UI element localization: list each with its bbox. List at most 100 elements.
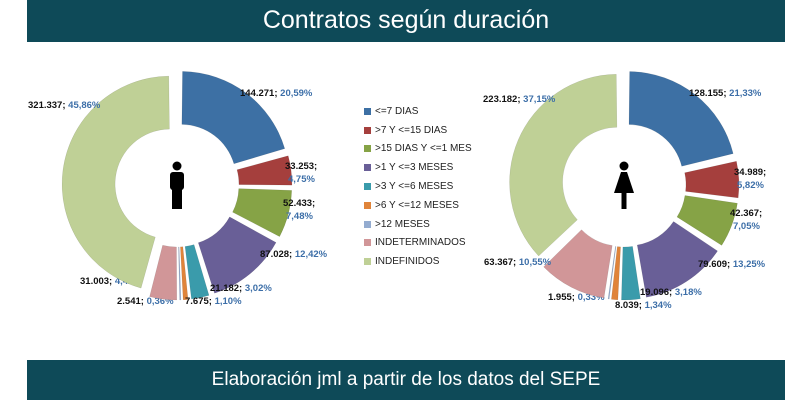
data-label: 21.182; 3,02% bbox=[210, 283, 272, 294]
footer-bar: Elaboración jml a partir de los datos de… bbox=[27, 360, 785, 400]
data-label-pct: 20,59% bbox=[280, 88, 313, 99]
data-label-value: 128.155; bbox=[689, 88, 729, 99]
legend-label: >7 Y <=15 DIAS bbox=[375, 124, 448, 136]
legend-item: INDEFINIDOS bbox=[364, 252, 472, 271]
data-label-value: 34.989; bbox=[734, 167, 766, 178]
legend-label: INDETERMINADOS bbox=[375, 237, 466, 249]
data-label-pct: 45,86% bbox=[68, 100, 101, 111]
chart-legend: <=7 DIAS >7 Y <=15 DIAS >15 DIAS Y <=1 MES… bbox=[364, 102, 472, 271]
data-label-pct: 37,15% bbox=[523, 94, 556, 105]
donut-slice bbox=[178, 246, 182, 301]
data-label-pct: 3,02% bbox=[245, 283, 272, 294]
data-label-value: 52.433; bbox=[283, 198, 315, 209]
data-label-value: 42.367; bbox=[730, 208, 762, 219]
donut-slice bbox=[628, 71, 734, 167]
donut-mujeres: 128.155; 21,33% 34.989; 5,82% 42.367; 7,05% 7… bbox=[483, 71, 766, 311]
donut-slice bbox=[636, 221, 718, 298]
legend-swatch bbox=[364, 183, 371, 191]
data-label: 8.039; 1,34% bbox=[615, 300, 672, 311]
donut-slice bbox=[149, 244, 178, 301]
data-label-value: 144.271; bbox=[240, 88, 280, 99]
data-label: 52.433; 7,48% bbox=[283, 198, 315, 222]
legend-label: INDEFINIDOS bbox=[375, 256, 440, 268]
data-label-value: 223.182; bbox=[483, 94, 523, 105]
donut-slice bbox=[509, 74, 618, 257]
data-label-value: 79.609; bbox=[698, 259, 733, 270]
legend-swatch bbox=[364, 107, 371, 115]
title-bar: Contratos según duración bbox=[27, 0, 785, 42]
legend-swatch bbox=[364, 201, 371, 209]
data-label: 33.253; 4,75% bbox=[285, 161, 317, 185]
legend-item: INDETERMINADOS bbox=[364, 234, 472, 253]
data-label-value: 8.039; bbox=[615, 300, 645, 311]
data-label-pct: 3,18% bbox=[675, 287, 702, 298]
data-label-value: 21.182; bbox=[210, 283, 245, 294]
donut-charts: 144.271; 20,59% 33.253; 4,75% 52.433; 7,48% 8… bbox=[28, 71, 766, 311]
data-label-pct: 0,33% bbox=[578, 292, 605, 303]
legend-label: <=7 DIAS bbox=[375, 105, 419, 117]
donut-hombres: 144.271; 20,59% 33.253; 4,75% 52.433; 7,48% 8… bbox=[28, 71, 328, 307]
legend-swatch bbox=[364, 239, 371, 247]
donut-slice bbox=[61, 75, 170, 289]
page-title: Contratos según duración bbox=[262, 6, 550, 34]
legend-item: >6 Y <=12 MESES bbox=[364, 196, 472, 215]
data-label-value: 321.337; bbox=[28, 100, 68, 111]
data-label: 79.609; 13,25% bbox=[698, 259, 766, 270]
legend-item: >3 Y <=6 MESES bbox=[364, 177, 472, 196]
legend-label: >15 DIAS Y <=1 MES bbox=[375, 143, 472, 155]
data-label-pct: 1,10% bbox=[215, 296, 242, 307]
legend-item: >7 Y <=15 DIAS bbox=[364, 121, 472, 140]
legend-item: <=7 DIAS bbox=[364, 102, 472, 121]
data-label-pct: 10,55% bbox=[519, 257, 552, 268]
data-label-pct: 0,36% bbox=[147, 296, 174, 307]
legend-label: >12 MESES bbox=[375, 218, 430, 230]
donut-slice bbox=[236, 155, 293, 186]
legend-label: >6 Y <=12 MESES bbox=[375, 199, 459, 211]
data-label: 19.096; 3,18% bbox=[640, 287, 702, 298]
data-label: 34.989; 5,82% bbox=[734, 167, 766, 191]
data-label: 2.541; 0,36% bbox=[117, 296, 174, 307]
donut-slice bbox=[676, 195, 738, 246]
female-icon bbox=[614, 161, 634, 209]
legend-item: >15 DIAS Y <=1 MES bbox=[364, 140, 472, 159]
legend-swatch bbox=[364, 258, 371, 266]
data-label-value: 19.096; bbox=[640, 287, 675, 298]
donut-slice bbox=[232, 188, 292, 237]
data-label-pct: 7,48% bbox=[286, 211, 313, 222]
legend-swatch bbox=[364, 126, 371, 134]
donut-slice bbox=[611, 246, 621, 301]
data-label-pct: 4,75% bbox=[288, 174, 315, 185]
data-label-value: 33.253; bbox=[285, 161, 317, 172]
male-icon bbox=[170, 161, 184, 209]
data-label-value: 7.675; bbox=[185, 296, 215, 307]
legend-label: >3 Y <=6 MESES bbox=[375, 181, 454, 193]
data-label: 128.155; 21,33% bbox=[689, 88, 762, 99]
donut-slice bbox=[181, 71, 286, 165]
legend-item: >12 MESES bbox=[364, 215, 472, 234]
data-label: 42.367; 7,05% bbox=[730, 208, 762, 232]
data-label-pct: 5,82% bbox=[737, 180, 764, 191]
data-label-value: 31.003; bbox=[80, 276, 115, 287]
data-label-pct: 21,33% bbox=[729, 88, 762, 99]
data-label-value: 2.541; bbox=[117, 296, 147, 307]
legend-item: >1 Y <=3 MESES bbox=[364, 158, 472, 177]
donut-slice bbox=[684, 160, 740, 199]
donut-slice bbox=[180, 246, 189, 301]
data-label-value: 63.367; bbox=[484, 257, 519, 268]
data-label: 7.675; 1,10% bbox=[185, 296, 242, 307]
donut-slice bbox=[607, 246, 617, 300]
legend-swatch bbox=[364, 164, 371, 172]
data-label-pct: 1,34% bbox=[645, 300, 672, 311]
data-label: 87.028; 12,42% bbox=[260, 249, 328, 260]
legend-label: >1 Y <=3 MESES bbox=[375, 162, 454, 174]
data-label: 223.182; 37,15% bbox=[483, 94, 556, 105]
data-label-value: 1.955; bbox=[548, 292, 578, 303]
data-label: 321.337; 45,86% bbox=[28, 100, 101, 111]
data-label-value: 87.028; bbox=[260, 249, 295, 260]
legend-swatch bbox=[364, 145, 371, 153]
data-label: 63.367; 10,55% bbox=[484, 257, 552, 268]
donut-slice bbox=[621, 246, 641, 301]
donut-slice bbox=[184, 244, 210, 300]
data-label: 144.271; 20,59% bbox=[240, 88, 313, 99]
